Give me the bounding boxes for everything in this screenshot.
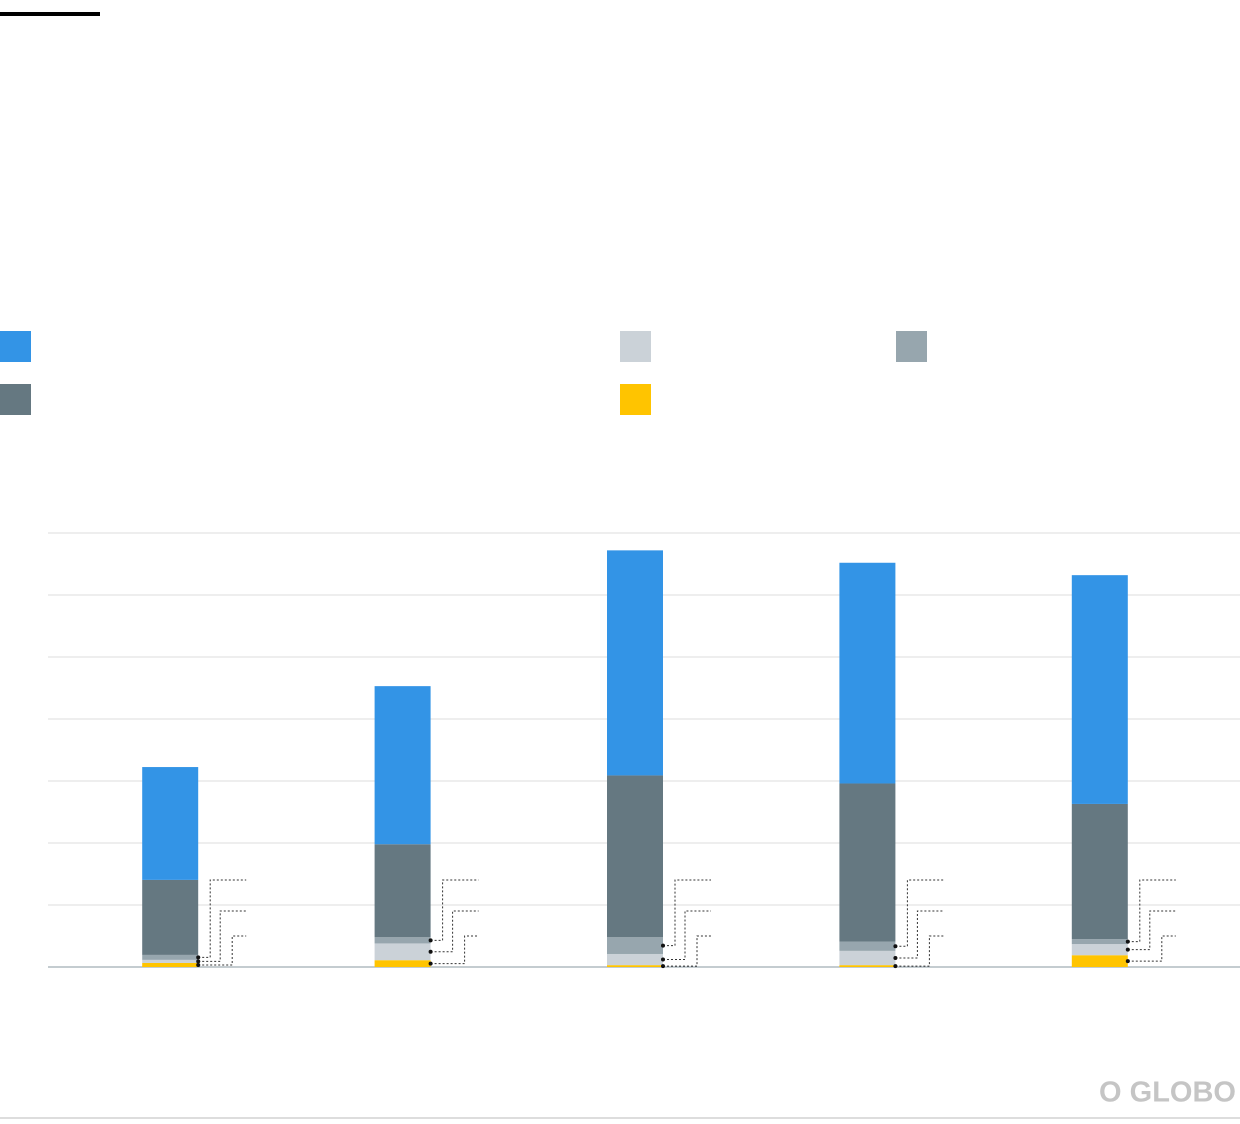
- leader-dot: [428, 961, 433, 966]
- leader-line: [430, 879, 479, 941]
- logo: O GLOBO: [1099, 1077, 1236, 1109]
- bar-segment: [142, 962, 199, 967]
- leader-dot: [661, 943, 665, 948]
- bar-segment: [142, 767, 199, 880]
- legend-swatch: [0, 384, 31, 415]
- leader-dot: [661, 957, 665, 962]
- legend-swatch: [620, 384, 651, 415]
- bar-segment: [607, 937, 663, 954]
- leader-dot: [1125, 947, 1130, 952]
- leader-dot: [196, 962, 201, 967]
- leader-dot: [1125, 959, 1130, 964]
- bar-segment: [374, 686, 431, 845]
- header-rule: [0, 12, 100, 16]
- leader-line: [895, 879, 944, 947]
- leader-dot: [428, 949, 433, 954]
- bar-segment: [142, 879, 199, 955]
- bar-segment: [374, 960, 431, 967]
- bar-segment: [607, 775, 663, 938]
- leader-line: [663, 879, 711, 947]
- leader-line: [198, 879, 247, 958]
- leader-line: [198, 910, 247, 962]
- legend-swatch: [896, 331, 927, 362]
- leader-line: [1127, 879, 1176, 943]
- leader-line: [895, 935, 944, 967]
- bar-segment: [607, 550, 663, 776]
- leader-line: [663, 910, 711, 961]
- bar-segment: [839, 965, 896, 967]
- bar-segment: [1071, 575, 1128, 804]
- leader-line: [198, 935, 247, 966]
- bar-segment: [839, 562, 896, 784]
- bar-segment: [1071, 944, 1128, 956]
- leader-line: [1127, 935, 1176, 962]
- bar-segment: [839, 783, 896, 942]
- bar-segment: [374, 943, 431, 961]
- leader-line: [663, 935, 711, 967]
- bar-segment: [1071, 955, 1128, 967]
- legend-swatch: [620, 331, 651, 362]
- leader-dot: [428, 938, 433, 943]
- leader-dot: [893, 956, 898, 961]
- leader-line: [430, 935, 479, 965]
- leader-line: [1127, 910, 1176, 951]
- bar-segment: [607, 965, 663, 967]
- bar-segment: [142, 954, 199, 960]
- bar-segment: [839, 941, 896, 951]
- leader-dot: [893, 944, 898, 949]
- bar-segment: [607, 953, 663, 966]
- leader-line: [430, 910, 479, 953]
- leader-dot: [893, 964, 898, 969]
- bar-segment: [839, 950, 896, 966]
- bar-segment: [374, 844, 431, 938]
- leader-dot: [1125, 939, 1130, 944]
- bar-segment: [142, 959, 199, 963]
- bar-segment: [1071, 803, 1128, 940]
- bar-segment: [1071, 939, 1128, 945]
- leader-dot: [196, 959, 201, 964]
- leader-dot: [196, 955, 201, 960]
- legend-swatch: [0, 331, 31, 362]
- leader-dot: [661, 964, 665, 969]
- leader-line: [895, 910, 944, 959]
- bar-segment: [374, 937, 431, 944]
